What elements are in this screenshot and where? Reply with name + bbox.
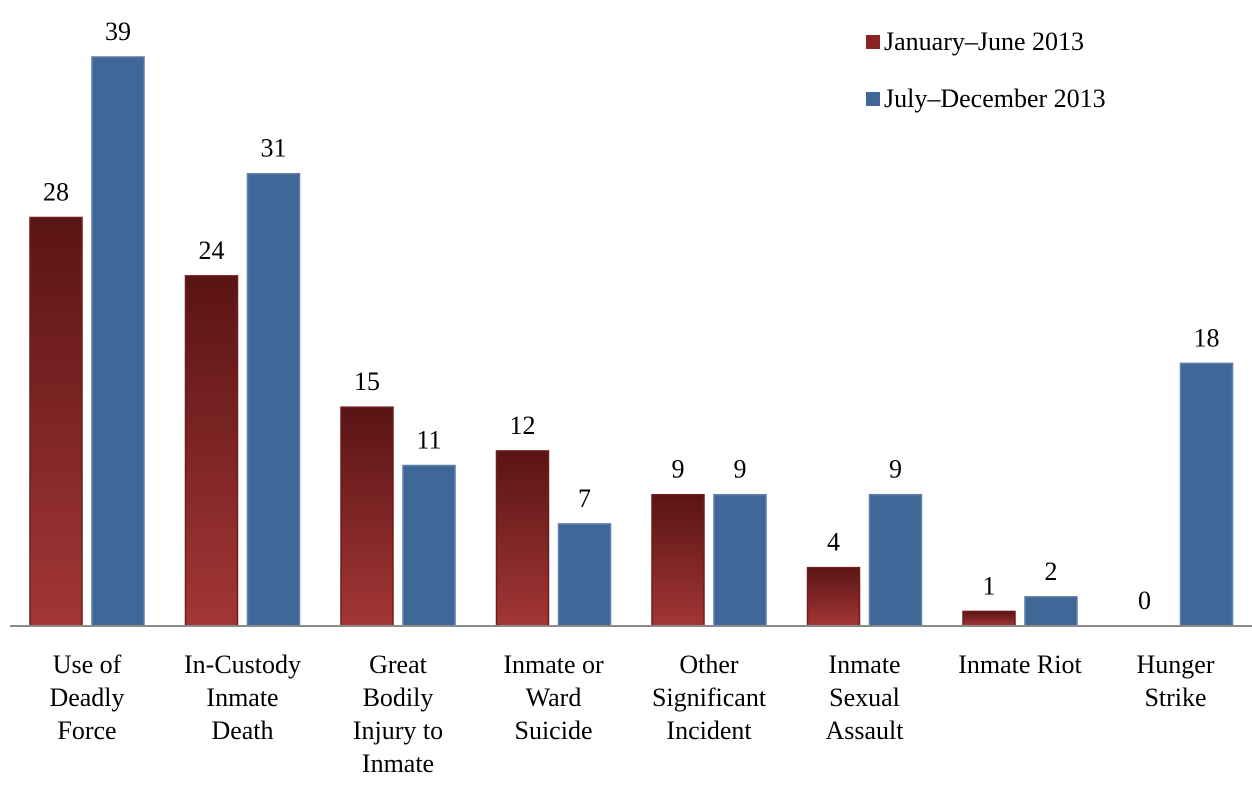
data-label-jan-jun-5: 4 <box>827 528 840 557</box>
data-label-jan-jun-7: 0 <box>1138 586 1151 615</box>
data-label-jul-dec-5: 9 <box>889 455 902 484</box>
data-label-jul-dec-3: 7 <box>578 484 591 513</box>
data-label-jan-jun-1: 24 <box>199 236 225 265</box>
legend-swatch-jan-jun <box>866 35 880 49</box>
bar-jan-jun-2 <box>340 406 394 627</box>
data-label-jul-dec-2: 11 <box>416 426 441 455</box>
bar-jul-dec-0 <box>91 56 145 627</box>
legend: January–June 2013 July–December 2013 <box>866 27 1106 113</box>
legend-label-jul-dec: July–December 2013 <box>884 84 1106 113</box>
category-labels-layer: Use of Deadly Force In-Custody Inmate Death Gr… <box>49 650 1214 778</box>
category-label-4: Other Significant Incident <box>652 650 767 745</box>
category-label-1: In-Custody Inmate Death <box>184 650 301 745</box>
data-label-jan-jun-4: 9 <box>672 455 685 484</box>
bars-layer <box>29 56 1234 627</box>
category-label-5: Inmate Sexual Assault <box>826 650 905 745</box>
category-label-0: Use of Deadly Force <box>49 650 124 745</box>
data-label-jul-dec-4: 9 <box>734 455 747 484</box>
bar-jan-jun-1 <box>184 275 239 627</box>
bar-jan-jun-4 <box>651 493 705 627</box>
category-label-3: Inmate or Ward Suicide <box>503 650 604 745</box>
bar-jan-jun-5 <box>806 566 861 627</box>
category-label-7: Hunger Strike <box>1137 650 1215 712</box>
category-label-2: Great Bodily Injury to Inmate <box>353 650 443 778</box>
data-label-jul-dec-7: 18 <box>1194 323 1220 352</box>
bar-jan-jun-0 <box>29 216 83 627</box>
bar-jul-dec-1 <box>246 172 301 627</box>
bar-jul-dec-2 <box>402 464 456 627</box>
data-label-jul-dec-1: 31 <box>261 134 287 163</box>
data-label-jul-dec-6: 2 <box>1045 557 1058 586</box>
legend-swatch-jul-dec <box>866 92 880 106</box>
data-label-jan-jun-0: 28 <box>43 177 69 206</box>
legend-label-jan-jun: January–June 2013 <box>884 27 1084 56</box>
bar-jul-dec-6 <box>1024 596 1078 627</box>
bar-jul-dec-7 <box>1179 362 1234 627</box>
bar-jul-dec-5 <box>868 493 923 627</box>
bar-jan-jun-3 <box>495 450 550 627</box>
data-label-jan-jun-6: 1 <box>983 571 996 600</box>
category-label-6: Inmate Riot <box>958 650 1082 679</box>
data-label-jan-jun-3: 12 <box>510 411 536 440</box>
bar-jan-jun-6 <box>962 610 1016 627</box>
bar-jul-dec-3 <box>557 523 612 627</box>
data-label-jul-dec-0: 39 <box>105 17 131 46</box>
bar-jul-dec-4 <box>713 493 767 627</box>
data-label-jan-jun-2: 15 <box>354 367 380 396</box>
